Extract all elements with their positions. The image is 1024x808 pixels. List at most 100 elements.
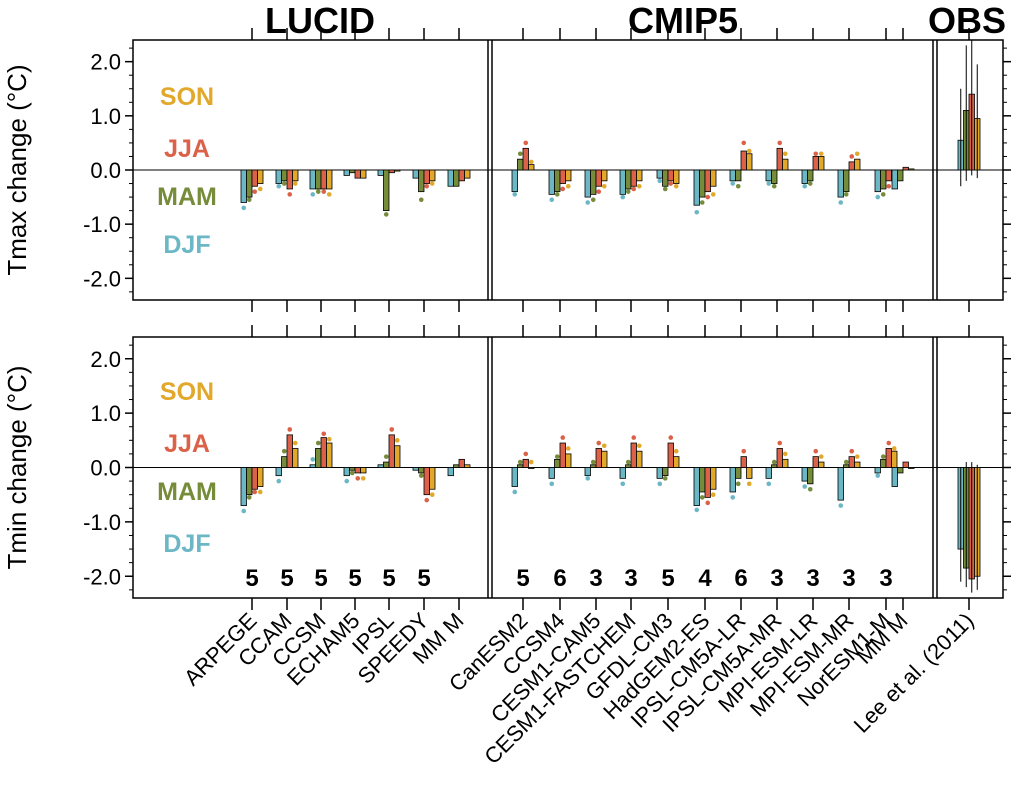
panel-frame (132, 39, 1004, 301)
bar-son (854, 461, 861, 468)
significance-dot (730, 181, 736, 186)
model-count-label: 5 (245, 565, 258, 592)
significance-dot (662, 186, 668, 192)
significance-dot (315, 440, 321, 446)
significance-dot (554, 454, 560, 459)
bar-djf (693, 467, 700, 506)
model-count-label: 3 (589, 565, 602, 592)
season-label-jja: JJA (164, 430, 210, 458)
bar-mam (843, 169, 850, 193)
significance-dot (549, 481, 555, 487)
bar-son (528, 467, 535, 469)
section-title-obs: OBS (928, 0, 1006, 41)
significance-dot (802, 484, 808, 489)
significance-dot (281, 448, 287, 454)
significance-dot (349, 470, 355, 476)
bar-jja (522, 458, 529, 468)
significance-dot (281, 181, 287, 186)
bar-son (565, 453, 572, 468)
bar-son (908, 467, 915, 469)
bar-son (746, 467, 753, 479)
bar-mam (383, 169, 390, 212)
season-label-djf: DJF (163, 231, 210, 259)
model-count-label: 4 (698, 565, 712, 592)
significance-dot (875, 194, 881, 200)
bar-son (292, 169, 299, 182)
bar-jja (595, 448, 602, 468)
bar-jja (776, 147, 783, 171)
ytick-label: -2.0 (83, 266, 121, 291)
bar-mam (735, 467, 742, 479)
significance-dot (620, 481, 626, 487)
bar-jja (885, 169, 892, 182)
section-title-cmip5: CMIP5 (628, 0, 738, 41)
significance-dot (418, 197, 424, 203)
significance-dot (310, 192, 316, 197)
significance-dot (287, 427, 293, 432)
ytick-label: -1.0 (83, 212, 121, 237)
significance-dot (668, 181, 674, 186)
bar-jja (559, 169, 566, 184)
bar-mam (281, 169, 288, 182)
significance-dot (631, 186, 637, 192)
significance-dot (699, 495, 705, 500)
bar-son (292, 448, 299, 468)
bar-djf (377, 464, 384, 468)
significance-dot (782, 151, 788, 157)
bar-mam (880, 458, 887, 468)
significance-dot (554, 192, 560, 197)
bar-mam (453, 464, 460, 468)
significance-dot (782, 451, 788, 457)
bar-djf (447, 467, 454, 477)
significance-dot (807, 486, 813, 492)
significance-dot (523, 451, 529, 457)
bar-djf (729, 169, 736, 182)
bar-jja (630, 169, 637, 187)
bar-djf (874, 467, 881, 474)
bar-jja (251, 169, 258, 187)
significance-dot (257, 186, 263, 192)
ytick-label: 2.0 (90, 50, 121, 75)
bar-son (710, 169, 717, 187)
significance-dot (886, 440, 892, 446)
significance-dot (241, 508, 247, 514)
significance-dot (241, 205, 247, 211)
bar-son (818, 156, 825, 171)
significance-dot (292, 440, 298, 446)
significance-dot (528, 459, 534, 465)
significance-dot (875, 473, 881, 478)
model-count-label: 3 (842, 565, 855, 592)
significance-dot (252, 489, 258, 495)
ytick-label: 0.0 (90, 456, 121, 481)
bar-jja (812, 456, 819, 468)
bar-jja (559, 442, 566, 468)
bar-jja (251, 467, 258, 490)
significance-dot (355, 476, 361, 481)
significance-dot (668, 435, 674, 440)
bar-mam (315, 169, 322, 190)
significance-dot (636, 443, 642, 449)
ytick-label: -1.0 (83, 510, 121, 535)
significance-dot (657, 481, 663, 487)
bar-djf (412, 467, 419, 471)
bar-mam (246, 467, 253, 496)
significance-dot (636, 183, 642, 189)
model-count-label: 5 (280, 565, 293, 592)
significance-dot (252, 189, 258, 194)
bar-son (360, 467, 367, 474)
significance-dot (344, 478, 350, 484)
model-count-label: 5 (661, 565, 674, 592)
significance-dot (813, 151, 819, 157)
significance-dot (565, 183, 571, 189)
model-count-label: 5 (314, 565, 327, 592)
section-titles: LUCID CMIP5 OBS (265, 0, 1006, 41)
bar-djf (801, 169, 808, 184)
significance-dot (549, 197, 555, 203)
bar-son (636, 450, 643, 468)
significance-dot (818, 151, 824, 157)
season-label-mam: MAM (157, 183, 217, 211)
significance-dot (741, 140, 747, 146)
significance-dot (276, 478, 282, 484)
bar-mam (315, 448, 322, 468)
significance-dot (673, 448, 679, 454)
